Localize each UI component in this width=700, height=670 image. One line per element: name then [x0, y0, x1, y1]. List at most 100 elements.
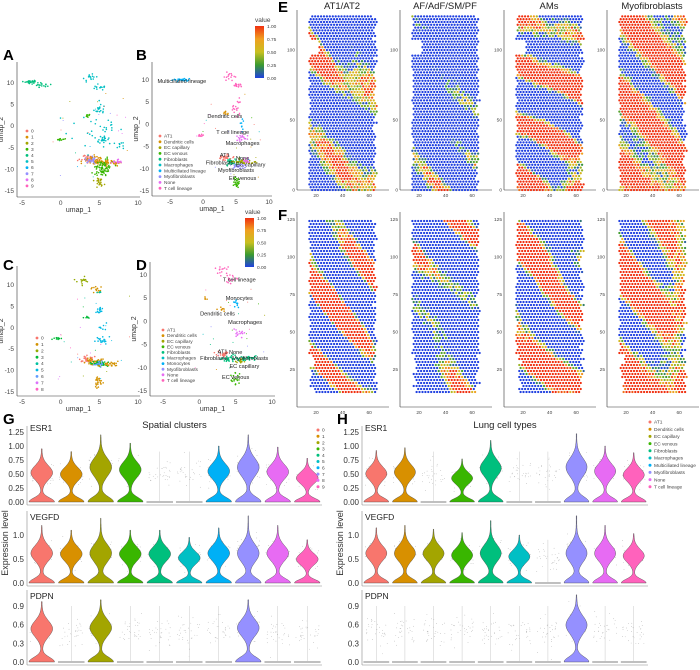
- umap-point: [235, 332, 237, 335]
- spot: [349, 82, 352, 85]
- umap-point: [239, 332, 241, 335]
- spot: [427, 46, 430, 49]
- spot: [570, 155, 574, 158]
- spot: [475, 149, 478, 152]
- legend-swatch: [35, 381, 39, 385]
- spot: [308, 32, 311, 35]
- umap-point: [98, 114, 100, 116]
- spot: [365, 23, 368, 26]
- spot: [456, 163, 459, 166]
- spot: [308, 71, 311, 74]
- x-tick-label: 20: [313, 193, 319, 199]
- spot: [312, 18, 315, 21]
- spot: [337, 48, 340, 52]
- spot: [450, 40, 453, 43]
- umap-point: [84, 154, 86, 157]
- spot: [332, 57, 336, 60]
- umap-point: [103, 85, 105, 88]
- spot: [437, 166, 440, 169]
- legend-label: 8: [31, 177, 34, 183]
- spot: [369, 116, 372, 119]
- spot: [418, 180, 421, 183]
- spot: [463, 54, 467, 57]
- spot: [579, 160, 582, 164]
- spot: [516, 135, 519, 138]
- spot: [357, 20, 361, 24]
- spot: [430, 146, 433, 150]
- spot: [359, 34, 362, 38]
- spot: [362, 124, 365, 127]
- spot: [372, 172, 375, 175]
- cluster-annotation: Dendritic cells: [200, 311, 235, 317]
- spot: [430, 23, 433, 26]
- spot: [458, 177, 461, 180]
- spot: [372, 166, 375, 169]
- spot: [412, 85, 415, 88]
- spot: [551, 113, 554, 116]
- spot: [455, 110, 458, 113]
- spot: [435, 174, 439, 178]
- spot: [573, 127, 577, 130]
- spot: [446, 71, 449, 74]
- spot: [368, 46, 371, 49]
- spot: [314, 60, 317, 63]
- spot: [332, 130, 336, 133]
- spot: [542, 186, 546, 189]
- umap-point: [96, 186, 98, 188]
- spot: [422, 43, 426, 46]
- spot: [456, 34, 459, 38]
- umap-point: [209, 343, 211, 345]
- spot: [370, 141, 374, 144]
- spot: [569, 130, 572, 133]
- umap-point: [60, 139, 63, 141]
- spot: [441, 146, 445, 150]
- umap-point: [45, 83, 47, 86]
- spot: [331, 88, 334, 91]
- spot: [441, 29, 445, 32]
- spot: [444, 180, 448, 183]
- spot: [315, 90, 318, 94]
- spot: [541, 138, 544, 141]
- umap-point: [93, 162, 96, 165]
- umap-point: [235, 160, 238, 163]
- spot: [444, 62, 448, 66]
- spot: [370, 102, 374, 105]
- spot: [338, 34, 342, 38]
- y-tick-label: 0: [143, 318, 147, 325]
- umap-point: [229, 356, 232, 358]
- spot: [334, 166, 337, 169]
- x-tick-label: -5: [19, 399, 25, 406]
- spot: [534, 118, 537, 122]
- spot: [353, 34, 356, 38]
- spot: [428, 26, 432, 29]
- spot: [564, 188, 568, 192]
- spot: [322, 155, 326, 158]
- spot: [372, 183, 375, 186]
- spot: [334, 65, 337, 68]
- spot: [412, 34, 415, 38]
- legend-label: 5: [31, 159, 34, 165]
- spot: [355, 160, 358, 164]
- spot: [553, 166, 556, 169]
- spot: [564, 132, 568, 136]
- spot: [548, 158, 552, 161]
- spot: [418, 96, 421, 99]
- spot: [370, 135, 374, 138]
- umap-point: [91, 286, 93, 289]
- spot: [440, 155, 443, 158]
- spot: [573, 177, 577, 180]
- spot: [559, 183, 562, 186]
- spot: [340, 60, 343, 63]
- legend-label: AT1: [167, 328, 176, 334]
- spot: [519, 146, 522, 150]
- spot: [337, 104, 340, 108]
- spot: [355, 99, 358, 102]
- spot: [346, 48, 349, 52]
- umap-point: [98, 180, 100, 183]
- spot: [425, 32, 429, 35]
- spot: [335, 163, 339, 166]
- spot: [463, 88, 467, 91]
- spot: [521, 144, 524, 147]
- spot: [538, 144, 541, 147]
- umap-point: [43, 85, 45, 87]
